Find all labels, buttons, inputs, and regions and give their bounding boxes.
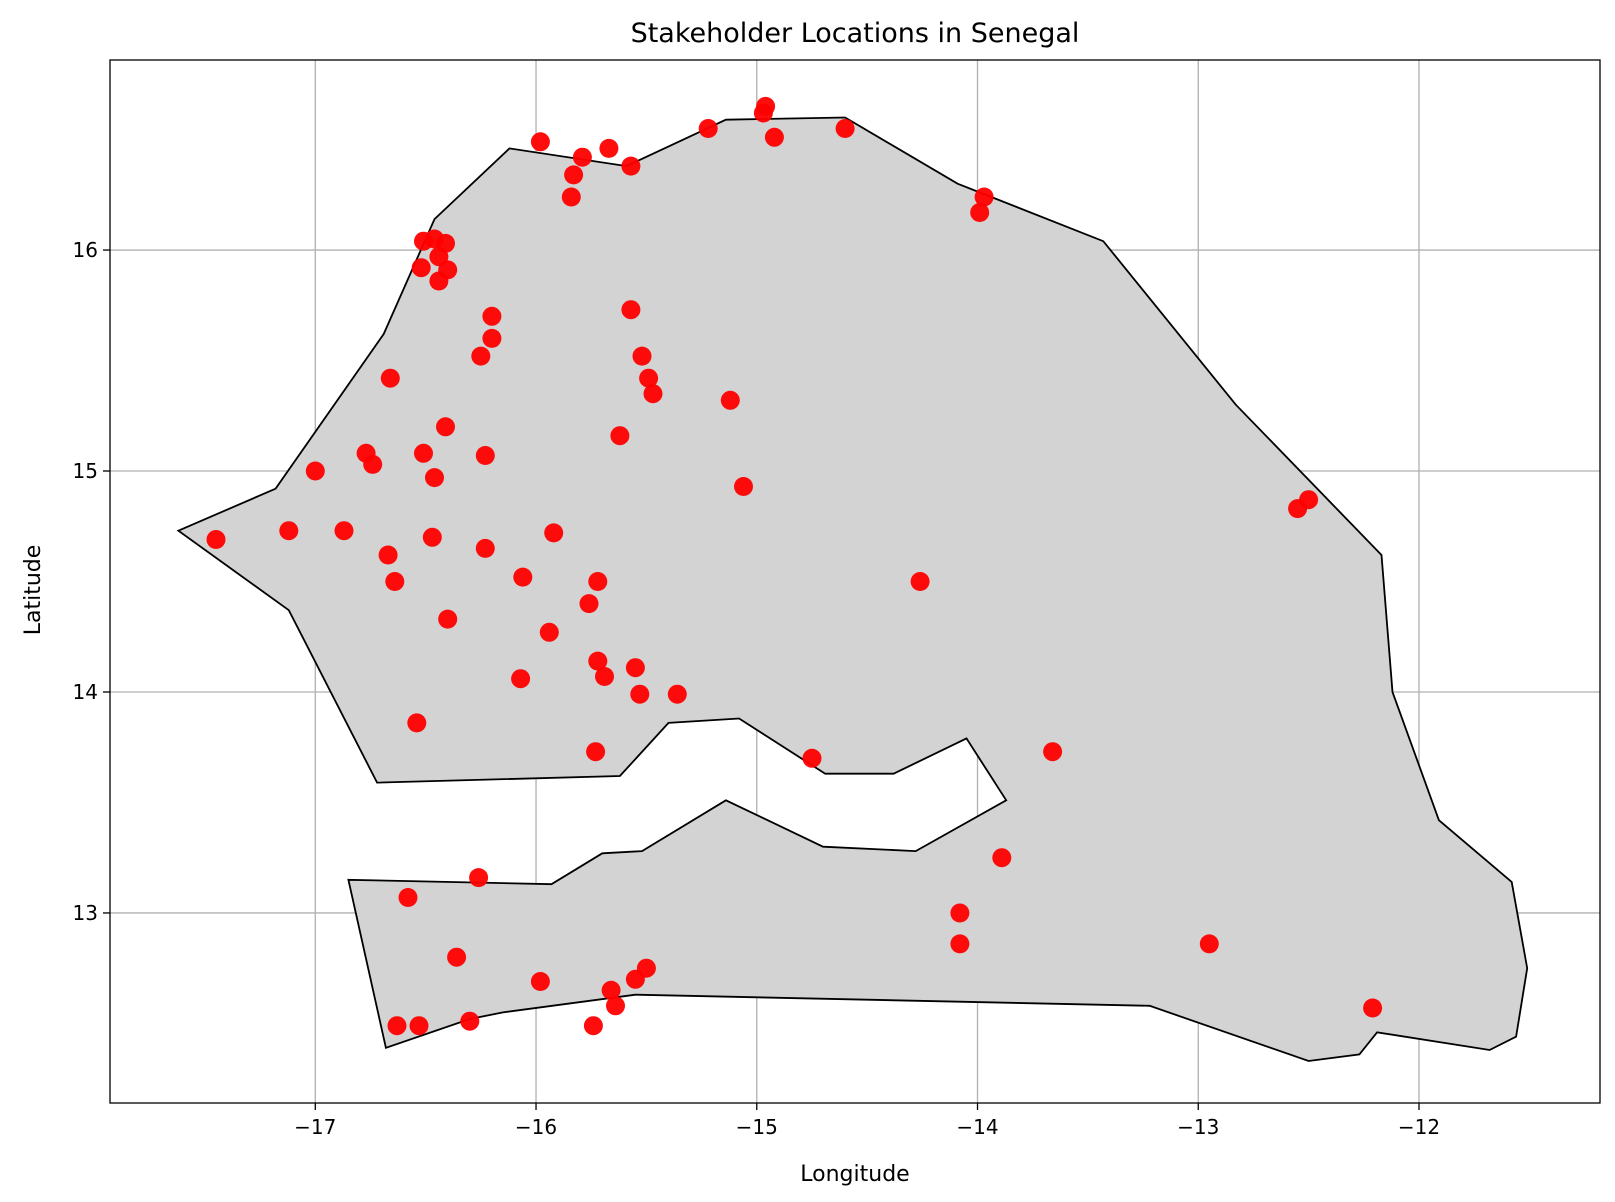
data-point: [698, 119, 718, 138]
data-point: [1043, 742, 1063, 762]
data-point: [564, 165, 584, 185]
data-point: [279, 521, 299, 541]
data-point: [460, 1011, 480, 1031]
data-point: [636, 958, 656, 978]
data-point: [475, 538, 495, 558]
data-point: [378, 545, 398, 565]
data-point: [429, 271, 449, 291]
data-point: [579, 594, 599, 614]
data-point: [667, 684, 687, 704]
x-tick-label: −16: [515, 1115, 557, 1139]
data-point: [621, 300, 641, 320]
data-point: [588, 651, 608, 671]
data-point: [409, 1016, 429, 1036]
data-point: [411, 258, 431, 278]
data-point: [475, 446, 495, 465]
x-tick-label: −12: [1398, 1115, 1440, 1139]
data-point: [595, 667, 614, 686]
data-point: [530, 132, 550, 152]
data-point: [572, 147, 592, 167]
data-point: [621, 156, 641, 176]
data-point: [398, 888, 418, 907]
data-point: [1363, 998, 1383, 1018]
data-point: [610, 426, 630, 446]
data-point: [734, 477, 753, 496]
data-point: [992, 848, 1012, 868]
data-point: [469, 868, 489, 888]
data-point: [471, 346, 491, 366]
x-tick-label: −13: [1177, 1115, 1219, 1139]
data-point: [530, 972, 550, 991]
senegal-region: [176, 116, 1529, 1062]
data-point: [363, 454, 383, 474]
plot-frame: [109, 59, 1601, 1104]
stakeholder-points: [206, 96, 1383, 1036]
data-point: [511, 669, 531, 689]
y-tick-label: 16: [73, 238, 98, 262]
x-tick-label: −17: [294, 1115, 336, 1139]
x-axis-ticks: −17 −16 −15 −14 −13 −12: [294, 1103, 1440, 1139]
chart-title: Stakeholder Locations in Senegal: [631, 18, 1080, 49]
y-axis-label: Latitude: [21, 545, 46, 636]
data-point: [970, 203, 990, 222]
y-tick-label: 14: [73, 680, 98, 704]
data-point: [588, 572, 608, 591]
data-point: [835, 119, 855, 138]
data-point: [632, 346, 652, 366]
data-point: [414, 443, 433, 463]
data-point: [334, 521, 354, 541]
data-point: [802, 748, 822, 768]
data-point: [436, 417, 455, 437]
data-point: [513, 567, 533, 587]
data-point: [583, 1016, 603, 1036]
data-point: [438, 609, 458, 629]
data-point: [606, 996, 625, 1016]
data-point: [387, 1016, 407, 1036]
data-point: [407, 713, 427, 733]
data-point: [720, 390, 740, 410]
data-point: [639, 368, 659, 388]
data-point: [561, 187, 581, 207]
data-point: [753, 103, 773, 123]
data-point: [380, 368, 400, 388]
data-point: [447, 947, 467, 967]
data-point: [601, 980, 621, 1000]
data-point: [764, 127, 784, 147]
y-tick-label: 13: [73, 901, 98, 925]
x-tick-label: −15: [736, 1115, 778, 1139]
data-point: [385, 572, 405, 591]
data-point: [482, 306, 502, 326]
data-point: [950, 934, 970, 954]
data-point: [586, 742, 606, 762]
y-tick-label: 15: [73, 459, 98, 483]
data-point: [630, 684, 650, 704]
data-point: [625, 658, 645, 678]
x-tick-label: −14: [956, 1115, 998, 1139]
data-point: [425, 468, 444, 488]
data-point: [305, 461, 325, 481]
data-point: [974, 187, 994, 207]
data-point: [482, 328, 502, 348]
x-axis-label: Longitude: [800, 1162, 909, 1187]
data-point: [206, 530, 226, 549]
data-point: [643, 384, 663, 404]
data-point: [1299, 490, 1319, 510]
data-point: [1199, 934, 1219, 954]
data-point: [599, 138, 619, 158]
data-point: [422, 527, 442, 547]
data-point: [950, 903, 970, 923]
data-point: [544, 523, 564, 543]
y-axis-ticks: 13 14 15 16: [73, 238, 110, 925]
data-point: [539, 622, 559, 642]
data-point: [910, 572, 930, 591]
